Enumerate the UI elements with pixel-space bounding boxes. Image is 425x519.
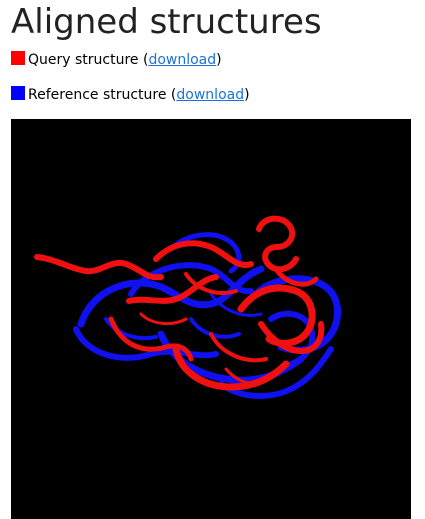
page-title: Aligned structures bbox=[11, 2, 322, 42]
legend-query-row: Query structure ( download ) bbox=[11, 51, 222, 69]
query-label: Query structure ( bbox=[28, 52, 149, 68]
protein-structure-image bbox=[11, 119, 411, 519]
query-download-link[interactable]: download bbox=[148, 52, 217, 68]
reference-color-swatch bbox=[11, 86, 25, 100]
query-structure-ribbons bbox=[34, 215, 325, 391]
legend-reference-row: Reference structure ( download ) bbox=[11, 86, 250, 104]
query-color-swatch bbox=[11, 51, 25, 65]
structure-viewer[interactable] bbox=[11, 119, 411, 519]
reference-label: Reference structure ( bbox=[28, 87, 177, 103]
query-label-suffix: ) bbox=[216, 52, 222, 68]
reference-label-suffix: ) bbox=[244, 87, 250, 103]
reference-download-link[interactable]: download bbox=[176, 87, 245, 103]
